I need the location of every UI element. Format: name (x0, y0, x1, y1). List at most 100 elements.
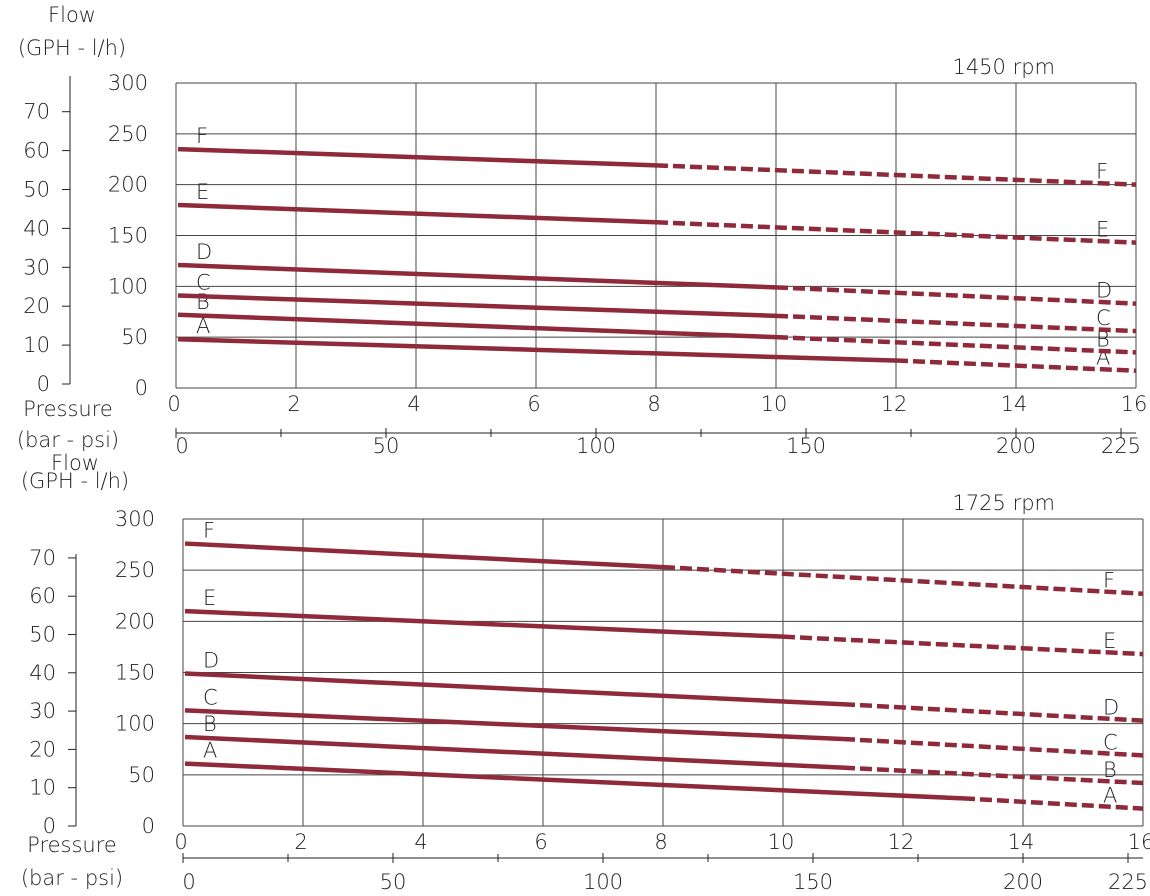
y-gph-tick-label: 50 (29, 623, 56, 647)
y-gph-tick-label: 60 (29, 584, 56, 608)
x-psi-tick-label: 225 (1108, 870, 1148, 894)
series-B-dashed-line (775, 334, 1137, 355)
series-C-solid-line (184, 708, 844, 742)
series-E: EE (184, 586, 1144, 657)
series-D-dashed-line (842, 701, 1144, 723)
pressure-units-label: (bar - psi) (17, 428, 119, 452)
y-lh-tick-label: 0 (142, 814, 155, 838)
y-gph-tick-label: 20 (29, 737, 56, 761)
pressure-label: Pressure (27, 833, 117, 857)
x-psi-tick-label: 100 (583, 870, 623, 894)
series-A: AA (177, 314, 1137, 373)
series-F: FF (177, 124, 1137, 187)
y-gph-tick-label: 70 (29, 546, 56, 570)
x-bar-tick-label: 4 (414, 830, 427, 854)
series-F-solid-line (184, 541, 664, 570)
series-label-start: A (196, 314, 210, 338)
y-lh-tick-label: 100 (108, 274, 148, 298)
series-label-end: B (1096, 327, 1110, 351)
series-label-start: C (196, 270, 211, 294)
x-bar-tick-label: 12 (881, 392, 908, 416)
series-B: BB (184, 712, 1144, 786)
series-label-start: C (203, 685, 218, 709)
series-B-solid-line (177, 312, 777, 340)
x-bar-tick-label: 14 (1008, 830, 1035, 854)
series-A: AA (184, 739, 1144, 811)
series-label-end: D (1103, 696, 1119, 720)
y-lh-tick-label: 50 (128, 763, 155, 787)
series-B: BB (177, 290, 1137, 355)
y-gph-tick-label: 20 (23, 294, 50, 318)
series-label-start: E (196, 180, 209, 204)
y-gph-tick-label: 0 (43, 814, 56, 838)
chart-title: 1725 rpm (952, 491, 1055, 515)
series-label-end: F (1096, 160, 1108, 184)
x-psi-tick-label: 200 (996, 434, 1036, 458)
x-psi-tick-label: 50 (380, 870, 407, 894)
y-lh-tick-label: 150 (108, 224, 148, 248)
series-B-solid-line (184, 734, 844, 770)
series-A-dashed-line (895, 358, 1137, 373)
series-E-dashed-line (655, 220, 1137, 245)
series-label-start: F (203, 519, 215, 543)
series-D: DD (184, 649, 1144, 723)
x-bar-tick-label: 0 (167, 392, 180, 416)
series-F-dashed-line (662, 564, 1144, 596)
x-bar-tick-label: 14 (1001, 392, 1028, 416)
series-F: FF (184, 519, 1144, 596)
series-F-solid-line (177, 146, 657, 168)
y-gph-tick-label: 30 (29, 699, 56, 723)
x-bar-tick-label: 2 (294, 830, 307, 854)
series-D-solid-line (184, 671, 844, 707)
x-bar-tick-label: 4 (407, 392, 420, 416)
y-gph-tick-label: 60 (23, 139, 50, 163)
series-D-dashed-line (775, 285, 1137, 306)
x-bar-tick-label: 6 (534, 830, 547, 854)
series-label-end: F (1103, 569, 1115, 593)
series-label-start: E (203, 586, 216, 610)
x-bar-tick-label: 16 (1128, 830, 1150, 854)
y-lh-tick-label: 0 (135, 376, 148, 400)
x-psi-tick-label: 150 (793, 870, 833, 894)
y-gph-tick-label: 10 (29, 776, 56, 800)
series-A-solid-line (184, 761, 964, 801)
x-psi-tick-label: 200 (1003, 870, 1043, 894)
x-psi-tick-label: 50 (373, 434, 400, 458)
x-psi-tick-label: 0 (175, 434, 188, 458)
x-bar-tick-label: 10 (761, 392, 788, 416)
x-bar-tick-label: 16 (1121, 392, 1148, 416)
y-lh-tick-label: 100 (115, 712, 155, 736)
series-C: CC (177, 270, 1137, 334)
series-label-start: D (196, 240, 212, 264)
series-F-dashed-line (655, 163, 1137, 187)
flow-label: Flow (51, 451, 99, 475)
series-E: EE (177, 180, 1137, 245)
series-E-dashed-line (782, 634, 1144, 657)
series-E-solid-line (184, 608, 784, 639)
x-bar-tick-label: 6 (527, 392, 540, 416)
chart-title: 1450 rpm (952, 55, 1055, 79)
x-bar-tick-label: 8 (654, 830, 667, 854)
series-C: CC (184, 685, 1144, 758)
y-gph-tick-label: 0 (37, 372, 50, 396)
series-label-end: B (1103, 758, 1117, 782)
series-label-start: D (203, 649, 219, 673)
series-A-dashed-line (962, 796, 1144, 811)
flow-label: Flow (48, 3, 96, 27)
y-gph-tick-label: 30 (23, 255, 50, 279)
x-bar-tick-label: 12 (888, 830, 915, 854)
y-lh-tick-label: 50 (121, 325, 148, 349)
series-label-end: E (1103, 629, 1116, 653)
x-psi-tick-label: 150 (786, 434, 826, 458)
y-lh-tick-label: 300 (108, 71, 148, 95)
y-lh-tick-label: 150 (115, 661, 155, 685)
x-bar-tick-label: 2 (287, 392, 300, 416)
y-gph-tick-label: 40 (23, 216, 50, 240)
series-label-end: A (1103, 784, 1117, 808)
flow-units-label: (GPH - l/h) (18, 36, 126, 60)
y-gph-tick-label: 40 (29, 661, 56, 685)
y-lh-tick-label: 200 (108, 173, 148, 197)
